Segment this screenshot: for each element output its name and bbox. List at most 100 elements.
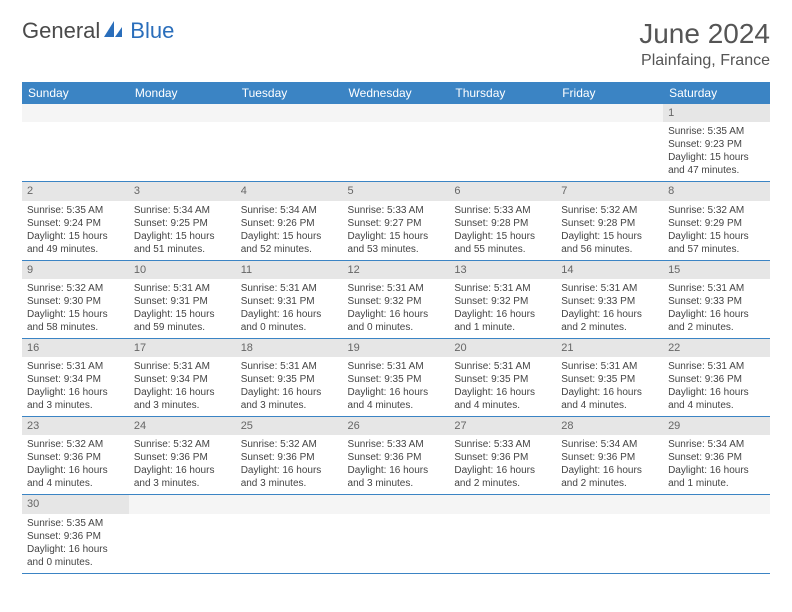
day-cell: Sunrise: 5:34 AMSunset: 9:36 PMDaylight:… [663, 435, 770, 495]
day-number: 18 [236, 338, 343, 357]
day-cell: Sunrise: 5:35 AMSunset: 9:36 PMDaylight:… [22, 514, 129, 574]
day-content-row: Sunrise: 5:31 AMSunset: 9:34 PMDaylight:… [22, 357, 770, 417]
sunset-text: Sunset: 9:35 PM [348, 373, 445, 386]
sunrise-text: Sunrise: 5:32 AM [241, 438, 338, 451]
daylight-text: Daylight: 16 hours and 4 minutes. [668, 386, 765, 412]
sunset-text: Sunset: 9:36 PM [668, 451, 765, 464]
sunrise-text: Sunrise: 5:35 AM [27, 517, 124, 530]
day-number: 27 [449, 417, 556, 436]
sunrise-text: Sunrise: 5:34 AM [134, 204, 231, 217]
day-cell [129, 122, 236, 182]
day-number [449, 495, 556, 514]
day-number: 30 [22, 495, 129, 514]
weekday-header: Thursday [449, 82, 556, 104]
day-number: 16 [22, 338, 129, 357]
day-number: 19 [343, 338, 450, 357]
daylight-text: Daylight: 16 hours and 3 minutes. [134, 386, 231, 412]
weekday-header: Monday [129, 82, 236, 104]
sunset-text: Sunset: 9:33 PM [561, 295, 658, 308]
day-content-row: Sunrise: 5:32 AMSunset: 9:30 PMDaylight:… [22, 279, 770, 339]
sunrise-text: Sunrise: 5:33 AM [348, 204, 445, 217]
day-cell [663, 514, 770, 574]
day-number-row: 2345678 [22, 182, 770, 201]
sunset-text: Sunset: 9:36 PM [561, 451, 658, 464]
daylight-text: Daylight: 15 hours and 56 minutes. [561, 230, 658, 256]
sunrise-text: Sunrise: 5:33 AM [348, 438, 445, 451]
day-cell: Sunrise: 5:33 AMSunset: 9:27 PMDaylight:… [343, 201, 450, 261]
sunrise-text: Sunrise: 5:32 AM [27, 282, 124, 295]
sunrise-text: Sunrise: 5:31 AM [561, 282, 658, 295]
day-number: 24 [129, 417, 236, 436]
day-cell: Sunrise: 5:31 AMSunset: 9:34 PMDaylight:… [22, 357, 129, 417]
sunrise-text: Sunrise: 5:31 AM [348, 282, 445, 295]
day-number: 11 [236, 260, 343, 279]
day-cell [236, 122, 343, 182]
sunset-text: Sunset: 9:34 PM [134, 373, 231, 386]
day-cell: Sunrise: 5:31 AMSunset: 9:35 PMDaylight:… [236, 357, 343, 417]
sunset-text: Sunset: 9:32 PM [454, 295, 551, 308]
weekday-header: Saturday [663, 82, 770, 104]
day-number-row: 16171819202122 [22, 338, 770, 357]
daylight-text: Daylight: 16 hours and 4 minutes. [348, 386, 445, 412]
day-content-row: Sunrise: 5:32 AMSunset: 9:36 PMDaylight:… [22, 435, 770, 495]
day-cell: Sunrise: 5:32 AMSunset: 9:36 PMDaylight:… [129, 435, 236, 495]
day-cell: Sunrise: 5:33 AMSunset: 9:36 PMDaylight:… [449, 435, 556, 495]
sunrise-text: Sunrise: 5:35 AM [668, 125, 765, 138]
day-cell: Sunrise: 5:32 AMSunset: 9:28 PMDaylight:… [556, 201, 663, 261]
day-cell [449, 122, 556, 182]
sunrise-text: Sunrise: 5:31 AM [454, 282, 551, 295]
daylight-text: Daylight: 15 hours and 55 minutes. [454, 230, 551, 256]
day-number [343, 104, 450, 122]
day-cell: Sunrise: 5:31 AMSunset: 9:32 PMDaylight:… [449, 279, 556, 339]
sunset-text: Sunset: 9:23 PM [668, 138, 765, 151]
sunset-text: Sunset: 9:34 PM [27, 373, 124, 386]
day-number: 2 [22, 182, 129, 201]
sunset-text: Sunset: 9:36 PM [348, 451, 445, 464]
sunset-text: Sunset: 9:30 PM [27, 295, 124, 308]
day-cell: Sunrise: 5:32 AMSunset: 9:29 PMDaylight:… [663, 201, 770, 261]
sunset-text: Sunset: 9:36 PM [27, 530, 124, 543]
sunset-text: Sunset: 9:36 PM [454, 451, 551, 464]
day-cell: Sunrise: 5:34 AMSunset: 9:36 PMDaylight:… [556, 435, 663, 495]
day-cell [556, 514, 663, 574]
sunrise-text: Sunrise: 5:35 AM [27, 204, 124, 217]
weekday-header: Friday [556, 82, 663, 104]
day-number: 5 [343, 182, 450, 201]
day-cell: Sunrise: 5:32 AMSunset: 9:36 PMDaylight:… [22, 435, 129, 495]
daylight-text: Daylight: 16 hours and 4 minutes. [561, 386, 658, 412]
day-number-row: 9101112131415 [22, 260, 770, 279]
logo-text-general: General [22, 18, 100, 44]
sunset-text: Sunset: 9:36 PM [241, 451, 338, 464]
day-number-row: 1 [22, 104, 770, 122]
day-number-row: 30 [22, 495, 770, 514]
day-cell: Sunrise: 5:35 AMSunset: 9:23 PMDaylight:… [663, 122, 770, 182]
day-number-row: 23242526272829 [22, 417, 770, 436]
day-cell: Sunrise: 5:31 AMSunset: 9:35 PMDaylight:… [556, 357, 663, 417]
day-cell: Sunrise: 5:31 AMSunset: 9:32 PMDaylight:… [343, 279, 450, 339]
sunrise-text: Sunrise: 5:31 AM [241, 360, 338, 373]
daylight-text: Daylight: 15 hours and 51 minutes. [134, 230, 231, 256]
daylight-text: Daylight: 15 hours and 57 minutes. [668, 230, 765, 256]
day-cell [343, 122, 450, 182]
day-number [129, 495, 236, 514]
sunrise-text: Sunrise: 5:34 AM [668, 438, 765, 451]
sunset-text: Sunset: 9:36 PM [27, 451, 124, 464]
day-cell [236, 514, 343, 574]
day-number: 9 [22, 260, 129, 279]
daylight-text: Daylight: 15 hours and 58 minutes. [27, 308, 124, 334]
day-content-row: Sunrise: 5:35 AMSunset: 9:23 PMDaylight:… [22, 122, 770, 182]
day-cell: Sunrise: 5:31 AMSunset: 9:31 PMDaylight:… [129, 279, 236, 339]
daylight-text: Daylight: 16 hours and 2 minutes. [561, 308, 658, 334]
day-cell: Sunrise: 5:31 AMSunset: 9:35 PMDaylight:… [449, 357, 556, 417]
day-cell: Sunrise: 5:35 AMSunset: 9:24 PMDaylight:… [22, 201, 129, 261]
daylight-text: Daylight: 16 hours and 1 minute. [454, 308, 551, 334]
sunset-text: Sunset: 9:27 PM [348, 217, 445, 230]
sunset-text: Sunset: 9:35 PM [454, 373, 551, 386]
calendar-body: 1 Sunrise: 5:35 AMSunset: 9:23 PMDayligh… [22, 104, 770, 573]
sunrise-text: Sunrise: 5:31 AM [348, 360, 445, 373]
daylight-text: Daylight: 15 hours and 49 minutes. [27, 230, 124, 256]
day-number: 13 [449, 260, 556, 279]
weekday-header: Wednesday [343, 82, 450, 104]
weekday-header: Sunday [22, 82, 129, 104]
sunset-text: Sunset: 9:24 PM [27, 217, 124, 230]
